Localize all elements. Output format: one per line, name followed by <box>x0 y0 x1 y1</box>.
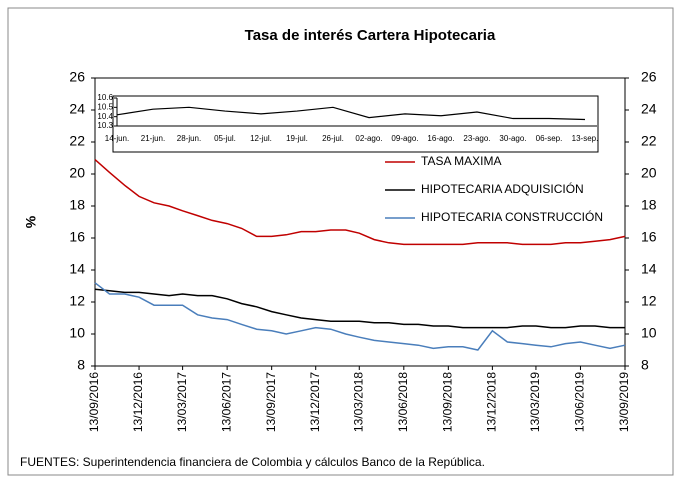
legend-label: TASA MAXIMA <box>421 154 501 168</box>
y2-tick-label: 26 <box>641 69 657 85</box>
y2-tick-label: 22 <box>641 133 657 149</box>
inset-x-tick-label: 28-jun. <box>177 134 201 143</box>
inset-x-tick-label: 14-jun. <box>105 134 129 143</box>
x-tick-label: 13/03/2017 <box>175 372 189 432</box>
x-tick-label: 13/06/2019 <box>573 372 587 432</box>
x-tick-label: 13/12/2018 <box>485 372 499 432</box>
legend-label: HIPOTECARIA ADQUISICIÓN <box>421 181 584 196</box>
inset-x-tick-label: 05-jul. <box>214 134 236 143</box>
y-tick-label: 20 <box>69 165 85 181</box>
y-tick-label: 16 <box>69 229 85 245</box>
x-tick-label: 13/06/2018 <box>396 372 410 432</box>
x-tick-label: 13/03/2018 <box>351 372 365 432</box>
y2-tick-label: 20 <box>641 165 657 181</box>
series-line <box>94 159 626 246</box>
inset-x-tick-label: 19-jul. <box>286 134 308 143</box>
series-line <box>94 282 626 351</box>
x-tick-label: 13/09/2018 <box>441 372 455 432</box>
y2-tick-label: 8 <box>641 357 649 373</box>
y-tick-label: 22 <box>69 133 85 149</box>
inset-x-tick-label: 23-ago. <box>463 134 490 143</box>
y2-tick-label: 10 <box>641 325 657 341</box>
y-tick-label: 12 <box>69 293 85 309</box>
inset-x-tick-label: 21-jun. <box>141 134 165 143</box>
series-line <box>116 106 586 121</box>
inset-x-tick-label: 12-jul. <box>250 134 272 143</box>
x-tick-label: 13/06/2017 <box>219 372 233 432</box>
x-tick-label: 13/12/2016 <box>131 372 145 432</box>
inset-frame <box>112 95 599 153</box>
x-tick-label: 13/12/2017 <box>308 372 322 432</box>
y-tick-label: 14 <box>69 261 85 277</box>
inset-y-tick-label: 10.3 <box>97 121 113 130</box>
chart-title: Tasa de interés Cartera Hipotecaria <box>245 27 496 44</box>
inset-x-tick-label: 26-jul. <box>322 134 344 143</box>
y-axis-label: % <box>23 215 39 228</box>
y2-tick-label: 18 <box>641 197 657 213</box>
y-tick-label: 24 <box>69 101 85 117</box>
y2-tick-label: 12 <box>641 293 657 309</box>
x-tick-label: 13/09/2019 <box>617 372 631 432</box>
x-tick-label: 13/09/2017 <box>264 372 278 432</box>
frame <box>7 7 674 476</box>
legend-label: HIPOTECARIA CONSTRUCCIÓN <box>421 209 603 224</box>
y2-tick-label: 16 <box>641 229 657 245</box>
inset-x-tick-label: 13-sep. <box>572 134 599 143</box>
inset-y-tick-label: 10.5 <box>97 102 113 111</box>
x-tick-label: 13/03/2019 <box>528 372 542 432</box>
inset-x-tick-label: 02-ago. <box>355 134 382 143</box>
footnote: FUENTES: Superintendencia financiera de … <box>20 455 485 469</box>
x-tick-label: 13/09/2016 <box>87 372 101 432</box>
inset-x-tick-label: 30-ago. <box>499 134 526 143</box>
inset-y-tick-label: 10.4 <box>97 112 113 121</box>
plot-area <box>94 77 626 367</box>
series-line <box>94 288 625 329</box>
y-tick-label: 8 <box>77 357 85 373</box>
inset-x-tick-label: 09-ago. <box>391 134 418 143</box>
inset-x-tick-label: 16-ago. <box>427 134 454 143</box>
y2-tick-label: 14 <box>641 261 657 277</box>
inset-x-tick-label: 06-sep. <box>536 134 563 143</box>
y-tick-label: 10 <box>69 325 85 341</box>
y-tick-label: 26 <box>69 69 85 85</box>
inset-y-tick-label: 10.6 <box>97 93 113 102</box>
y2-tick-label: 24 <box>641 101 657 117</box>
y-tick-label: 18 <box>69 197 85 213</box>
